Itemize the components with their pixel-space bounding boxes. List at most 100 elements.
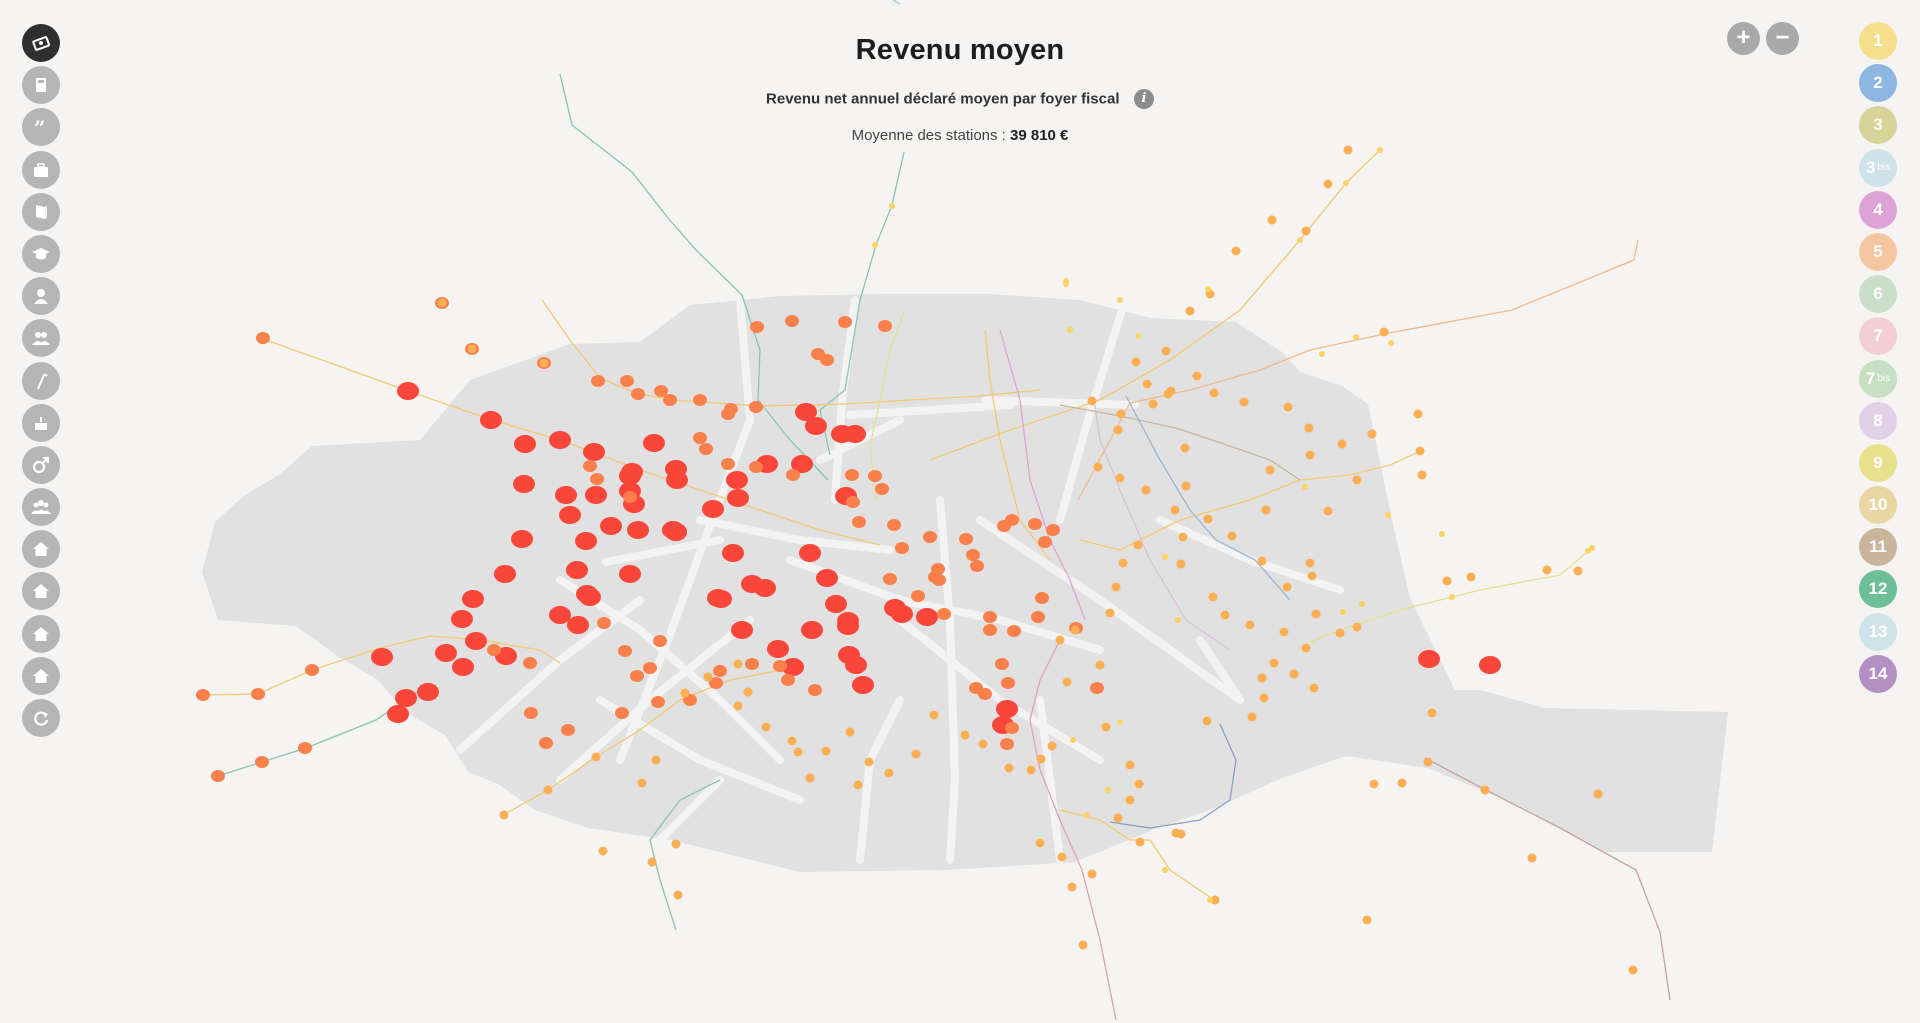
station-marker[interactable] [1323, 506, 1333, 516]
station-marker[interactable] [970, 560, 984, 572]
metro-line-1[interactable]: 1 [1859, 22, 1897, 60]
station-marker[interactable] [960, 730, 970, 740]
station-marker[interactable] [1175, 617, 1181, 623]
station-marker[interactable] [1084, 812, 1090, 818]
station-marker[interactable] [754, 579, 776, 597]
station-marker[interactable] [1142, 379, 1152, 389]
metro-line-10[interactable]: 10 [1859, 486, 1897, 525]
station-marker[interactable] [1005, 514, 1019, 526]
station-marker[interactable] [1209, 388, 1219, 398]
station-marker[interactable] [371, 648, 393, 666]
station-marker[interactable] [499, 810, 509, 820]
sidebar-item-refresh-16[interactable] [22, 699, 60, 737]
station-marker[interactable] [1423, 757, 1433, 767]
station-marker[interactable] [781, 674, 795, 686]
station-marker[interactable] [451, 610, 473, 628]
station-marker[interactable] [1163, 389, 1173, 399]
metro-line-3[interactable]: 3 [1859, 106, 1897, 145]
station-marker[interactable] [693, 394, 707, 406]
station-marker[interactable] [793, 747, 803, 757]
station-marker[interactable] [567, 616, 589, 634]
station-marker[interactable] [1257, 673, 1267, 683]
station-marker[interactable] [1301, 643, 1311, 653]
station-marker[interactable] [995, 658, 1009, 670]
stations[interactable] [196, 145, 1638, 975]
station-marker[interactable] [575, 532, 597, 550]
station-marker[interactable] [731, 621, 753, 639]
zoom-in-button[interactable]: + [1727, 22, 1760, 55]
station-marker[interactable] [1203, 514, 1213, 524]
station-marker[interactable] [721, 408, 735, 420]
station-marker[interactable] [1413, 409, 1423, 419]
station-marker[interactable] [911, 590, 925, 602]
station-marker[interactable] [1185, 306, 1195, 316]
station-marker[interactable] [514, 435, 536, 453]
station-marker[interactable] [579, 588, 601, 606]
station-marker[interactable] [666, 471, 688, 489]
station-marker[interactable] [1340, 609, 1346, 615]
sidebar-item-house-13[interactable] [22, 572, 60, 611]
station-marker[interactable] [1362, 915, 1372, 925]
station-marker[interactable] [1070, 625, 1080, 635]
station-marker[interactable] [487, 644, 501, 656]
station-marker[interactable] [1028, 518, 1042, 530]
station-marker[interactable] [387, 705, 409, 723]
station-marker[interactable] [647, 857, 657, 867]
station-marker[interactable] [1115, 473, 1125, 483]
station-marker[interactable] [911, 749, 921, 759]
station-marker[interactable] [651, 696, 665, 708]
station-marker[interactable] [1135, 837, 1145, 847]
station-marker[interactable] [452, 658, 474, 676]
station-marker[interactable] [916, 608, 938, 626]
station-marker[interactable] [1279, 627, 1289, 637]
station-marker[interactable] [1105, 787, 1111, 793]
sidebar-item-graduation-cap-5[interactable] [22, 234, 60, 273]
station-marker[interactable] [1063, 281, 1069, 287]
station-marker[interactable] [816, 569, 838, 587]
station-marker[interactable] [693, 432, 707, 444]
info-icon[interactable]: i [1133, 89, 1154, 109]
station-marker[interactable] [1118, 558, 1128, 568]
station-marker[interactable] [1038, 536, 1052, 548]
station-marker[interactable] [782, 658, 804, 676]
station-marker[interactable] [651, 755, 661, 765]
station-marker[interactable] [1479, 656, 1501, 674]
station-marker[interactable] [1207, 897, 1213, 903]
station-marker[interactable] [1162, 867, 1168, 873]
station-marker[interactable] [1305, 558, 1315, 568]
station-marker[interactable] [1415, 446, 1425, 456]
sidebar-item-person-6[interactable] [22, 277, 60, 316]
station-marker[interactable] [1208, 592, 1218, 602]
station-marker[interactable] [837, 617, 859, 635]
station-marker[interactable] [1302, 484, 1308, 490]
metro-line-11[interactable]: 11 [1859, 528, 1897, 567]
station-marker[interactable] [251, 688, 265, 700]
station-marker[interactable] [1265, 465, 1275, 475]
station-marker[interactable] [1117, 719, 1123, 725]
station-marker[interactable] [1101, 722, 1111, 732]
station-marker[interactable] [1111, 582, 1121, 592]
station-marker[interactable] [467, 344, 477, 354]
station-marker[interactable] [1192, 371, 1202, 381]
station-marker[interactable] [539, 737, 553, 749]
station-marker[interactable] [1449, 594, 1455, 600]
station-marker[interactable] [437, 298, 447, 308]
station-marker[interactable] [844, 425, 866, 443]
station-marker[interactable] [887, 519, 901, 531]
station-marker[interactable] [1131, 357, 1141, 367]
station-marker[interactable] [591, 752, 601, 762]
station-marker[interactable] [1181, 481, 1191, 491]
station-marker[interactable] [1352, 622, 1362, 632]
station-marker[interactable] [978, 739, 988, 749]
station-marker[interactable] [1170, 505, 1180, 515]
station-marker[interactable] [1113, 425, 1123, 435]
station-marker[interactable] [1352, 475, 1362, 485]
sidebar-item-calculator-1[interactable] [22, 66, 60, 105]
station-marker[interactable] [435, 644, 457, 662]
station-marker[interactable] [733, 659, 743, 669]
station-marker[interactable] [1309, 683, 1319, 693]
station-marker[interactable] [1418, 650, 1440, 668]
station-marker[interactable] [1133, 540, 1143, 550]
station-marker[interactable] [1289, 669, 1299, 679]
